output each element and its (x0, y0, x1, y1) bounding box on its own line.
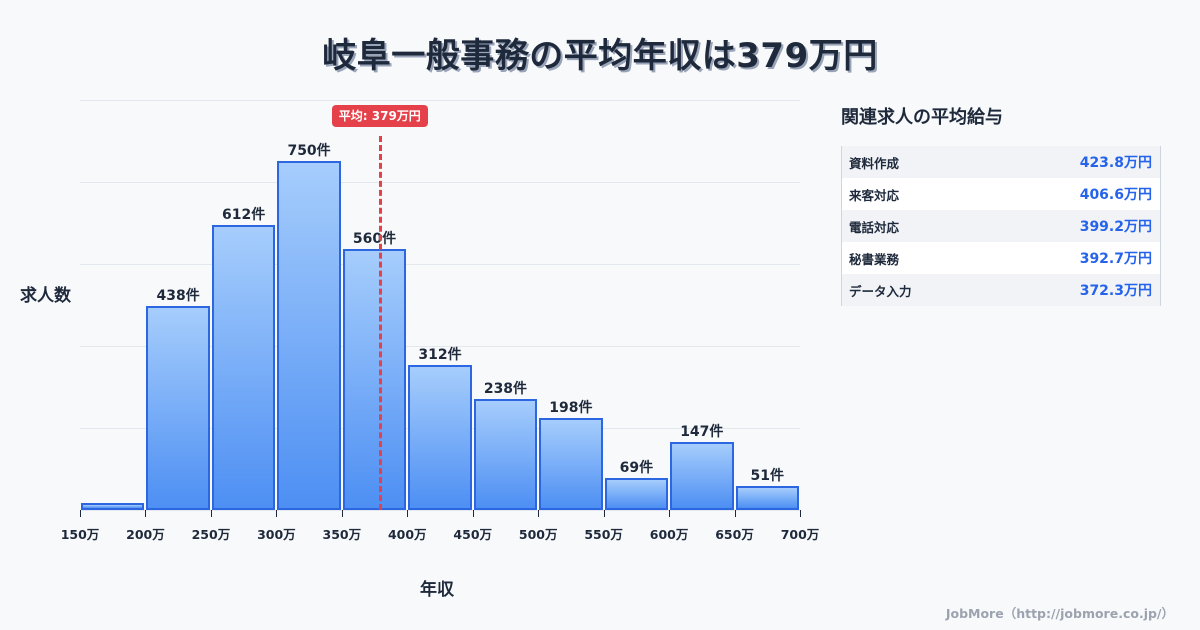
side-panel-title: 関連求人の平均給与 (841, 107, 1003, 128)
histogram-chart: 438件 612件 750件 560件 312件 238件 198件 69件 147件 51件 15… (61, 100, 819, 542)
x-tick-label: 600万 (649, 527, 689, 542)
x-tick (80, 510, 81, 517)
average-line (378, 136, 382, 510)
histogram-bar (670, 441, 734, 510)
x-tick (472, 510, 474, 517)
bar-value-label: 69件 (619, 459, 654, 476)
histogram-bar (408, 364, 472, 510)
x-tick (276, 510, 278, 517)
table-row: 資料作成 423.8万円 (842, 146, 1160, 178)
bar-value-label: 750件 (287, 142, 331, 159)
salary-value: 392.7万円 (1079, 251, 1152, 267)
table-row: データ入力 372.3万円 (842, 274, 1160, 306)
gridline (80, 100, 800, 101)
x-tick (800, 510, 801, 517)
x-tick-label: 650万 (715, 527, 754, 542)
x-tick (210, 510, 212, 517)
x-tick-label: 700万 (780, 527, 820, 542)
footer-credit: JobMore（http://jobmore.co.jp/） (945, 606, 1174, 621)
x-tick (603, 510, 605, 517)
bar-value-label: 51件 (750, 468, 784, 485)
related-salary-table: 資料作成 423.8万円 来客対応 406.6万円 電話対応 399.2万円 秘… (841, 146, 1161, 306)
job-name: データ入力 (849, 283, 912, 299)
x-axis-label: 年収 (420, 580, 454, 600)
histogram-bar (81, 503, 145, 510)
histogram-bar (277, 160, 341, 510)
x-tick (341, 510, 343, 517)
job-name: 電話対応 (849, 219, 900, 235)
gridline (80, 346, 800, 347)
x-tick-label: 550万 (584, 527, 623, 542)
x-tick (407, 510, 409, 517)
gridline (80, 182, 800, 183)
salary-value: 399.2万円 (1079, 219, 1152, 235)
histogram-bar (342, 249, 407, 510)
x-tick-label: 250万 (191, 527, 231, 542)
bar-value-label: 147件 (680, 423, 724, 440)
salary-value: 423.8万円 (1079, 155, 1152, 171)
histogram-bar (539, 417, 603, 510)
x-tick (145, 510, 147, 517)
salary-value: 372.3万円 (1079, 283, 1152, 299)
x-tick-label: 350万 (322, 527, 362, 542)
page-title: 岐阜一般事務の平均年収は379万円 (322, 36, 878, 76)
histogram-bar (211, 225, 276, 510)
job-name: 秘書業務 (849, 251, 900, 267)
bar-value-label: 612件 (222, 207, 266, 224)
histogram-bar (146, 306, 210, 510)
x-tick-label: 200万 (126, 527, 165, 542)
bar-value-label: 198件 (549, 399, 593, 416)
table-row: 来客対応 406.6万円 (842, 178, 1160, 210)
histogram-bar (604, 477, 669, 510)
salary-value: 406.6万円 (1079, 187, 1152, 203)
x-tick (734, 510, 736, 517)
table-row: 秘書業務 392.7万円 (842, 242, 1160, 274)
job-name: 資料作成 (849, 155, 900, 171)
x-tick (538, 510, 540, 517)
x-tick-label: 400万 (387, 527, 427, 542)
table-row: 電話対応 399.2万円 (842, 210, 1160, 242)
job-name: 来客対応 (849, 187, 900, 203)
bar-value-label: 438件 (156, 288, 200, 305)
average-badge: 平均: 379万円 (331, 105, 428, 127)
x-tick-label: 500万 (518, 527, 558, 542)
x-tick-label: 450万 (453, 527, 493, 542)
x-tick (669, 510, 671, 517)
bar-value-label: 238件 (483, 381, 528, 398)
y-axis-label: 求人数 (20, 286, 71, 306)
gridline (80, 264, 800, 265)
bar-value-label: 560件 (352, 231, 397, 248)
histogram-bar (735, 486, 799, 510)
x-tick-label: 300万 (257, 527, 296, 542)
histogram-bar (473, 399, 538, 510)
gridline (80, 510, 800, 511)
x-tick-label: 150万 (60, 527, 100, 542)
bar-value-label: 312件 (418, 346, 462, 363)
